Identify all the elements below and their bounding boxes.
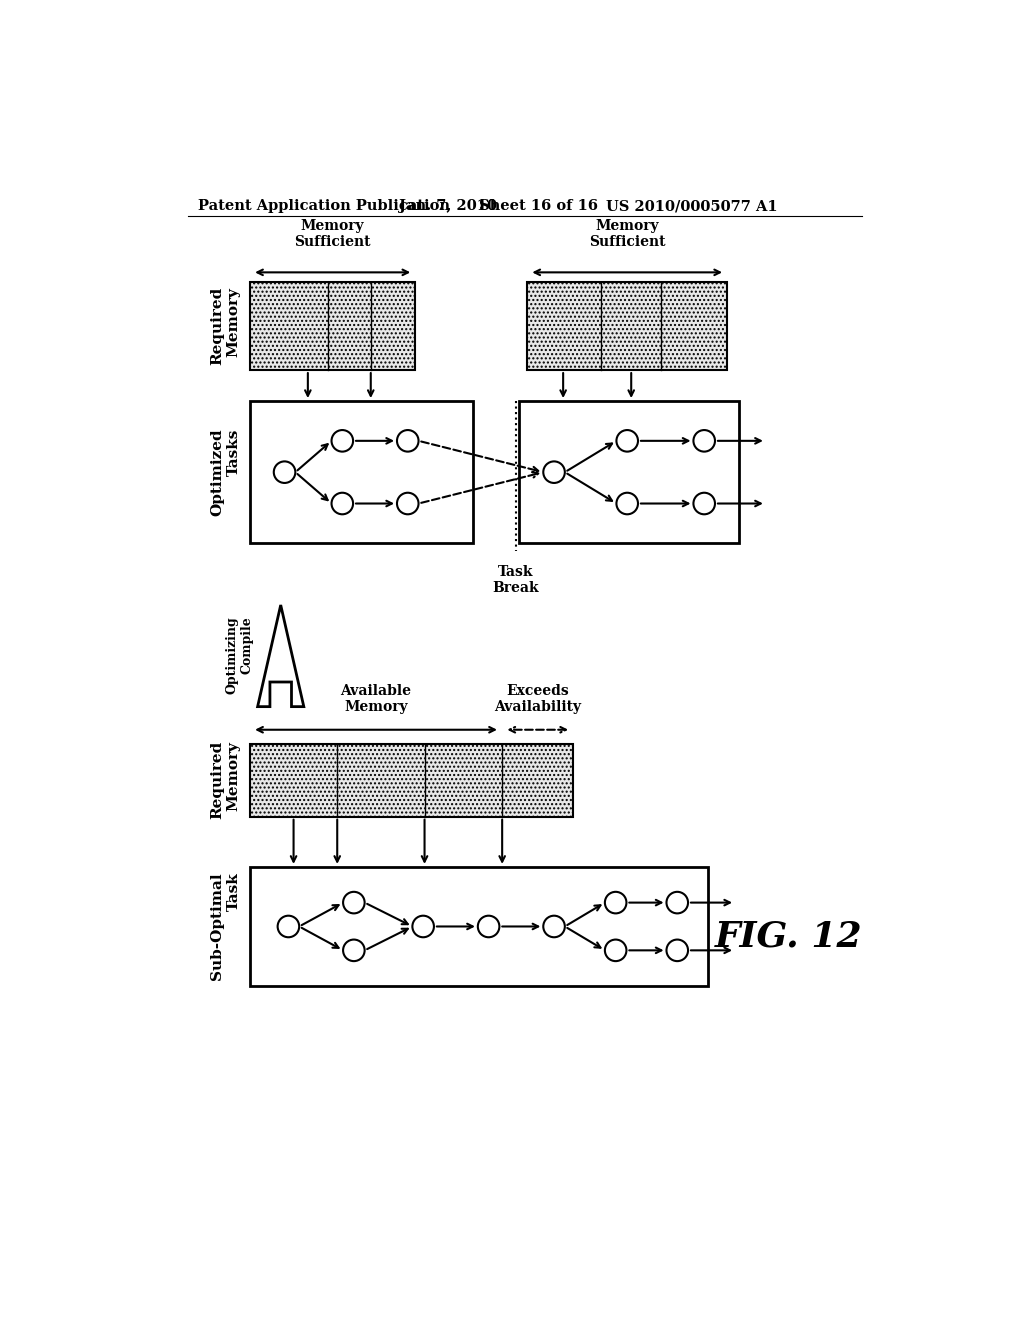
- Circle shape: [332, 430, 353, 451]
- Circle shape: [544, 462, 565, 483]
- Circle shape: [413, 916, 434, 937]
- Text: Required
Memory: Required Memory: [211, 741, 241, 820]
- Circle shape: [332, 492, 353, 515]
- Circle shape: [343, 940, 365, 961]
- Polygon shape: [258, 605, 304, 706]
- Circle shape: [343, 892, 365, 913]
- Circle shape: [278, 916, 299, 937]
- Text: Patent Application Publication: Patent Application Publication: [199, 199, 451, 213]
- Circle shape: [667, 940, 688, 961]
- Text: Memory
Sufficient: Memory Sufficient: [295, 219, 371, 249]
- Bar: [519, 401, 739, 544]
- Text: FIG. 12: FIG. 12: [715, 919, 863, 953]
- Circle shape: [273, 462, 295, 483]
- Circle shape: [605, 892, 627, 913]
- Circle shape: [397, 430, 419, 451]
- Circle shape: [693, 492, 715, 515]
- Text: Optimized
Tasks: Optimized Tasks: [211, 429, 241, 516]
- Text: Required
Memory: Required Memory: [211, 286, 241, 366]
- Text: Sub-Optimal
Task: Sub-Optimal Task: [211, 873, 241, 981]
- Text: Jan. 7, 2010: Jan. 7, 2010: [398, 199, 497, 213]
- Circle shape: [397, 492, 419, 515]
- Bar: [250, 281, 416, 370]
- Text: US 2010/0005077 A1: US 2010/0005077 A1: [606, 199, 778, 213]
- Circle shape: [544, 916, 565, 937]
- Circle shape: [693, 430, 715, 451]
- Bar: [250, 867, 708, 986]
- Text: Memory
Sufficient: Memory Sufficient: [589, 219, 666, 249]
- Circle shape: [616, 492, 638, 515]
- Text: Available
Memory: Available Memory: [341, 684, 412, 714]
- Bar: [527, 281, 727, 370]
- Circle shape: [667, 892, 688, 913]
- Text: Optimizing
Compile: Optimizing Compile: [225, 616, 254, 694]
- Text: Task
Break: Task Break: [493, 565, 539, 595]
- Text: Exceeds
Availability: Exceeds Availability: [495, 684, 582, 714]
- Circle shape: [478, 916, 500, 937]
- Text: Sheet 16 of 16: Sheet 16 of 16: [478, 199, 598, 213]
- Bar: [250, 401, 473, 544]
- Circle shape: [616, 430, 638, 451]
- Bar: [250, 743, 573, 817]
- Circle shape: [605, 940, 627, 961]
